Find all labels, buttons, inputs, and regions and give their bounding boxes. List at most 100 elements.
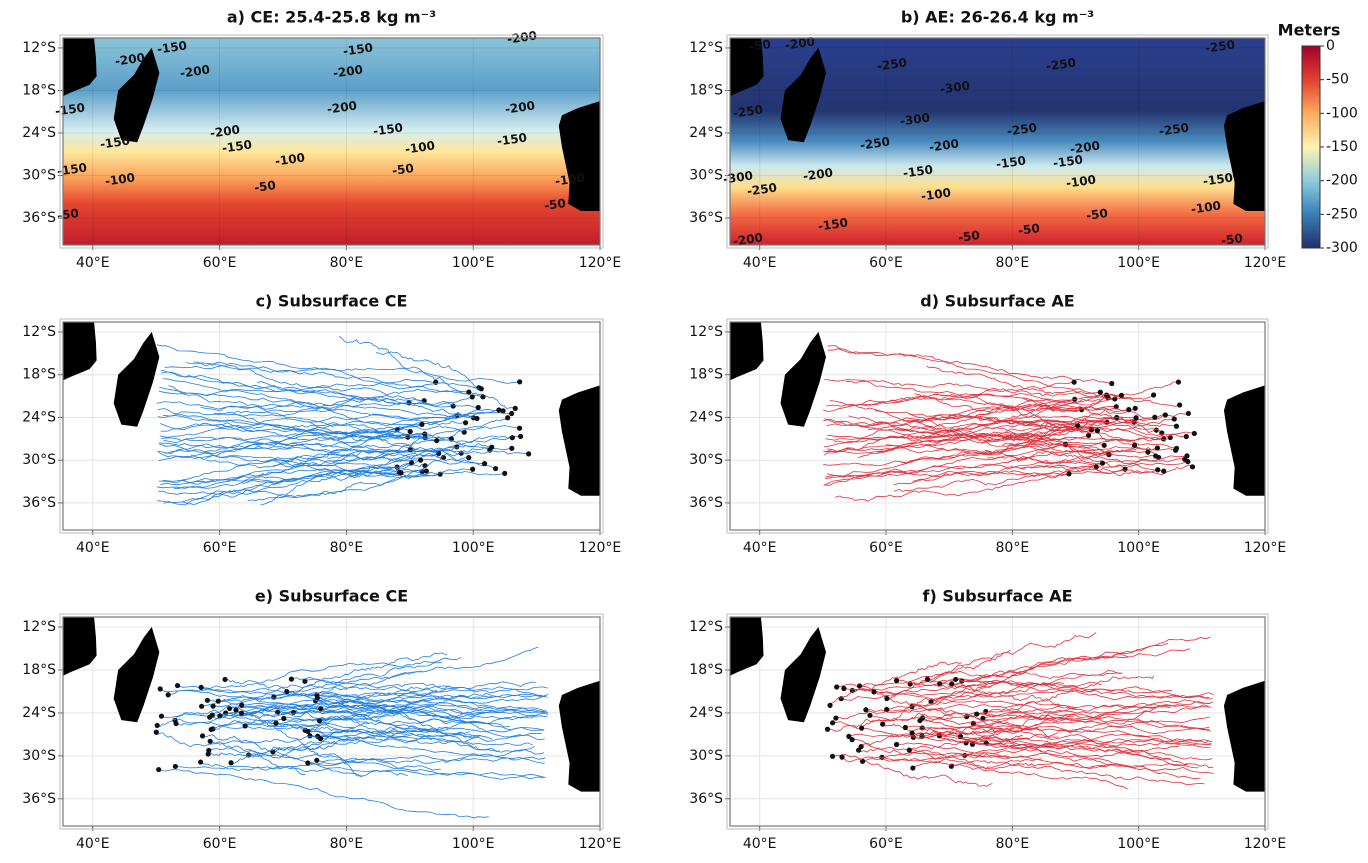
track-start [824, 726, 831, 732]
eddy-track [332, 430, 513, 444]
eddy-track [157, 705, 295, 727]
track-start [827, 702, 833, 708]
map-frame [62, 321, 601, 531]
x-tick-label: 80°E [996, 255, 1030, 271]
y-tick-label: 18°S [22, 662, 56, 678]
eddy-track [913, 733, 1212, 746]
contour-label: -150 [56, 160, 88, 178]
eddy-track [1000, 418, 1175, 429]
track-start [859, 725, 865, 731]
eddy-track [307, 730, 542, 742]
eddy-track [858, 747, 1010, 760]
x-tick-label: 120°E [1244, 540, 1287, 556]
y-tick-label: 18°S [22, 367, 56, 383]
panel-title: d) Subsurface AE [920, 292, 1074, 311]
eddy-track [316, 694, 500, 753]
contour-label: -250 [859, 134, 891, 152]
track-start [474, 415, 480, 422]
eddy-track [209, 686, 548, 718]
eddy-track [869, 714, 1211, 732]
track-start [1101, 442, 1107, 448]
track-start [157, 686, 163, 692]
eddy-track [912, 458, 1185, 482]
eddy-track [230, 728, 431, 764]
track-start [1161, 468, 1167, 474]
track-start [1185, 459, 1191, 465]
x-tick-label: 80°E [330, 836, 364, 852]
land [558, 385, 600, 496]
track-start [1126, 407, 1132, 413]
track-start [305, 728, 311, 734]
eddy-track [304, 678, 548, 698]
eddy-track [275, 722, 545, 764]
track-start [210, 703, 216, 709]
eddy-track [162, 378, 422, 426]
eddy-track [910, 680, 1173, 694]
eddy-track [175, 745, 535, 770]
eddy-track [219, 707, 395, 719]
eddy-track [852, 648, 1191, 691]
track-start [1183, 433, 1189, 440]
x-tick-label: 60°E [203, 836, 237, 852]
map-panel: 40°E 60°E 80°E 100°E 120°E 12°S 18°S 24°S 30°S 36… [22, 292, 621, 557]
contour-label: -150 [817, 215, 849, 233]
contour-label: -150 [99, 133, 131, 151]
contour-label: -300 [939, 78, 971, 96]
x-tick-label: 120°E [1244, 255, 1287, 271]
eddy-track [825, 443, 1103, 466]
eddy-track [157, 415, 437, 442]
contour-label: -200 [332, 62, 364, 80]
eddy-track [825, 398, 1075, 441]
eddy-track [1007, 449, 1148, 463]
eddy-track [926, 365, 1180, 407]
track-start [496, 407, 502, 413]
track-start [1133, 415, 1139, 421]
track-start [902, 724, 908, 731]
eddy-track [319, 694, 547, 722]
eddy-track [921, 735, 1179, 758]
track-start [858, 744, 864, 750]
track-start [419, 421, 425, 427]
colorbar-tick-label: 0 [1326, 38, 1335, 54]
eddy-track [939, 735, 1201, 780]
eddy-track [873, 691, 1210, 731]
track-start [174, 682, 181, 689]
track-start [317, 736, 324, 742]
eddy-track [827, 416, 1137, 440]
contour-label: -200 [1069, 138, 1101, 156]
contour-label: -150 [221, 137, 253, 155]
colorbar-tick-label: -150 [1326, 139, 1358, 155]
y-tick-label: 24°S [22, 125, 56, 141]
track-start [949, 681, 955, 687]
track-start [469, 394, 475, 400]
land [63, 38, 97, 97]
contour-label: -50 [56, 206, 79, 223]
track-start [173, 720, 179, 727]
eddy-track [157, 429, 398, 454]
y-tick-label: 12°S [689, 324, 723, 340]
eddy-track [922, 712, 1074, 722]
eddy-track [200, 388, 469, 412]
contour-label: -150 [1202, 170, 1234, 188]
x-tick-label: 60°E [203, 255, 237, 271]
track-start [974, 711, 980, 717]
x-tick-label: 100°E [452, 255, 495, 271]
land [1223, 680, 1265, 792]
eddy-track [843, 688, 1214, 701]
map-frame [729, 37, 1266, 246]
track-start [436, 450, 442, 456]
eddy-track [164, 365, 520, 384]
land [113, 627, 160, 723]
contour-label: -250 [1006, 120, 1038, 138]
track-start [440, 454, 447, 461]
land [780, 627, 827, 723]
contour-label: -100 [274, 150, 306, 168]
contour-label: -200 [732, 230, 764, 248]
track-start [920, 715, 926, 721]
eddy-track [158, 378, 436, 396]
colorbar-label: Meters [1278, 21, 1341, 40]
track-start [318, 706, 324, 712]
y-tick-label: 18°S [22, 82, 56, 98]
track-start [239, 702, 245, 708]
contour-label: -200 [209, 122, 241, 140]
